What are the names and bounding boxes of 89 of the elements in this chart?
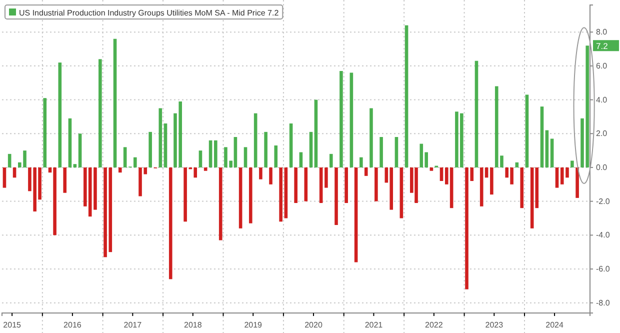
bar [264, 132, 268, 168]
bar [319, 167, 323, 203]
bar [284, 167, 288, 218]
bar [364, 167, 368, 176]
bar [98, 59, 102, 168]
bar [184, 167, 187, 222]
bar [218, 167, 222, 240]
bar [370, 108, 373, 168]
bar [58, 62, 62, 168]
bar [394, 137, 398, 168]
bar [354, 167, 358, 262]
bar [309, 132, 313, 168]
bar [274, 145, 278, 168]
bar [123, 147, 127, 168]
bar [334, 167, 338, 225]
legend-label: US Industrial Production Industry Groups Utilities MoM SA - Mid Price 7.2 [19, 8, 280, 18]
x-tick-label: 2022 [425, 320, 444, 330]
bar [158, 108, 162, 168]
bar [214, 140, 218, 168]
bar [344, 167, 348, 203]
bar [259, 167, 262, 180]
bar [73, 164, 77, 168]
bar [279, 167, 282, 222]
bar [299, 152, 303, 168]
x-tick-label: 2023 [485, 320, 504, 330]
y-tick-label: 8.0 [596, 28, 608, 37]
bar [294, 167, 298, 203]
bar [238, 167, 242, 228]
bar [68, 118, 72, 168]
bar [244, 147, 248, 168]
bar [289, 123, 293, 168]
bar [113, 38, 117, 168]
bar [350, 72, 354, 168]
bar [164, 123, 168, 168]
bar [400, 167, 404, 218]
bar [555, 167, 559, 188]
bar [340, 71, 343, 168]
bar [520, 167, 524, 208]
bar [63, 167, 67, 193]
bar [550, 138, 554, 168]
bar [515, 162, 519, 168]
bar [204, 167, 208, 171]
x-tick-label: 2015 [3, 320, 22, 330]
bar [540, 106, 544, 168]
bar [43, 98, 47, 168]
bar [168, 167, 172, 280]
bar [148, 132, 152, 168]
bar [490, 167, 494, 195]
bar [360, 157, 363, 168]
bar [430, 167, 434, 171]
bar [248, 167, 252, 224]
x-tick-label: 2017 [124, 320, 142, 330]
bar [374, 167, 378, 202]
bar [440, 167, 444, 181]
bar [474, 60, 478, 168]
x-tick-label: 2019 [244, 320, 263, 330]
bar [269, 167, 272, 184]
y-tick-label: 6.0 [596, 61, 608, 70]
bar [208, 140, 212, 168]
y-tick-label: 0.0 [596, 163, 608, 172]
bar [2, 167, 6, 188]
bar [8, 154, 12, 168]
x-tick-label: 2021 [364, 320, 384, 330]
y-tick-label: -2.0 [596, 196, 610, 206]
y-tick-label: 2.0 [596, 129, 608, 138]
y-tick-label: -4.0 [596, 230, 610, 240]
bar [380, 137, 383, 168]
bar [525, 94, 529, 168]
x-tick-label: 2024 [546, 320, 564, 330]
y-tick-label: -8.0 [596, 298, 610, 308]
y-tick-label: -6.0 [596, 264, 610, 274]
annotation: 7.2 [596, 41, 608, 52]
bar [576, 167, 579, 198]
bar [304, 167, 308, 202]
bar [118, 167, 122, 173]
bar [570, 160, 574, 168]
bar [198, 150, 202, 168]
bar [545, 130, 549, 168]
bar [329, 154, 333, 168]
bar [12, 167, 16, 178]
x-tick-label: 2020 [304, 320, 323, 330]
bar [78, 134, 82, 168]
x-tick-label: 2018 [184, 320, 202, 330]
bar [314, 100, 318, 168]
bar [404, 25, 408, 168]
bar [254, 113, 258, 168]
bar [324, 167, 328, 188]
y-tick-label: 4.0 [596, 95, 608, 104]
x-tick-label: 2016 [64, 320, 82, 330]
